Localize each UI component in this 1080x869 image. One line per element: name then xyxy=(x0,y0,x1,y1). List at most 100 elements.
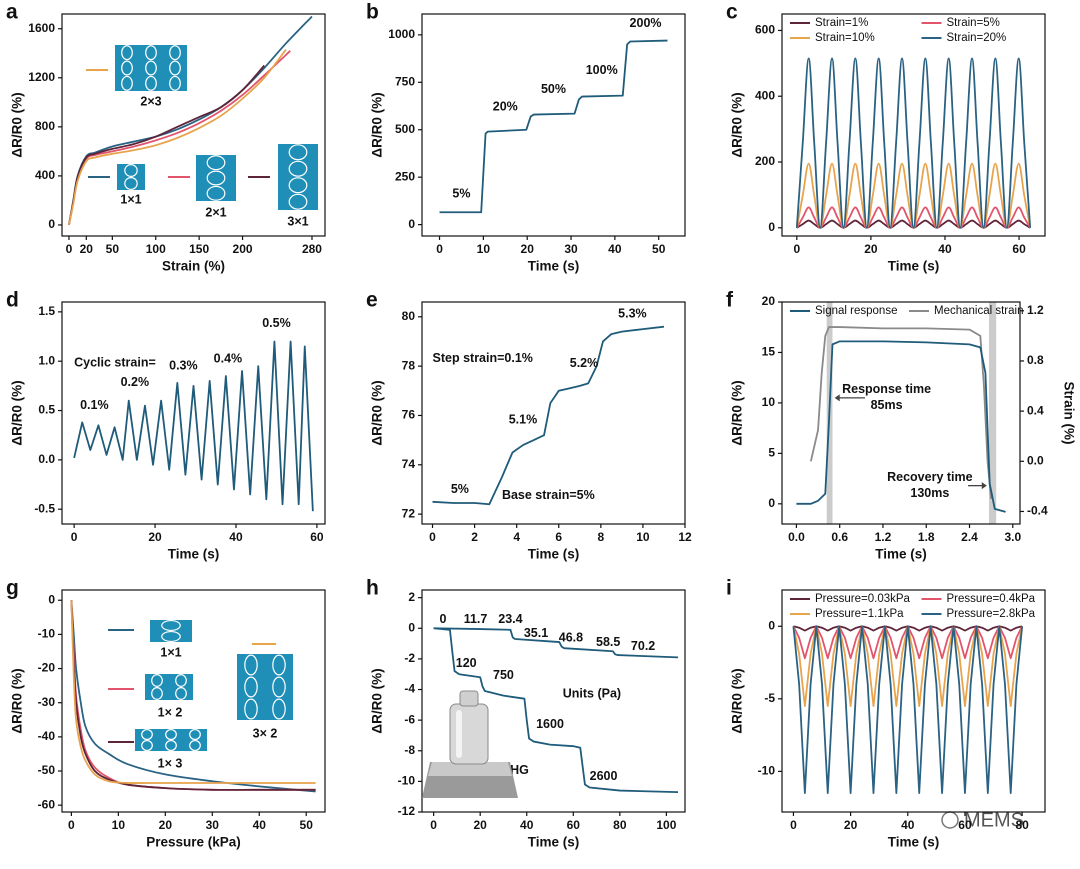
inset-cell xyxy=(175,674,187,687)
x-tick-label: 6 xyxy=(555,530,562,544)
x-tick-label: 20 xyxy=(159,818,173,832)
x-tick-label: 10 xyxy=(112,818,126,832)
arrow-head xyxy=(981,482,987,490)
annotation: 58.5 xyxy=(596,635,620,649)
x-tick-label: 4 xyxy=(513,530,520,544)
inset-cell xyxy=(175,687,187,700)
x-tick-label: 40 xyxy=(520,818,534,832)
y-axis-label: ΔR/R0 (%) xyxy=(730,92,745,157)
x-tick-label: 0 xyxy=(66,242,73,256)
y-tick-label: -60 xyxy=(38,797,56,811)
y-axis-label: ΔR/R0 (%) xyxy=(10,380,25,445)
annotation: Recovery time xyxy=(887,470,973,484)
y-tick-label: 2 xyxy=(408,590,415,604)
annotation: 100% xyxy=(586,63,618,77)
x-tick-label: 1.2 xyxy=(875,530,892,544)
inset-pattern xyxy=(278,144,318,210)
panel-label: b xyxy=(366,1,379,24)
legend-label: 1× 2 xyxy=(158,705,183,719)
annotation: 46.8 xyxy=(559,631,583,645)
weight-body xyxy=(449,703,489,765)
weight-plate-top xyxy=(428,762,512,776)
y-tick-label: 800 xyxy=(35,119,55,133)
inset-cell xyxy=(165,728,177,741)
panel-label: a xyxy=(6,1,18,24)
data-line xyxy=(70,600,316,784)
y-tick-label: -20 xyxy=(38,661,56,675)
data-line xyxy=(439,39,668,214)
x-tick-label: 8 xyxy=(597,530,604,544)
legend-label: Mechanical strain xyxy=(934,305,1023,317)
x-tick-label: 10 xyxy=(636,530,650,544)
inset-pattern xyxy=(237,654,293,720)
weight-shine xyxy=(456,710,462,758)
x-tick-label: 60 xyxy=(1012,242,1026,256)
y-tick-label: 0 xyxy=(48,592,55,606)
annotation: 35.1 xyxy=(524,626,548,640)
inset-pattern xyxy=(145,674,193,700)
y-tick-label: 76 xyxy=(402,408,416,422)
x-tick-label: 40 xyxy=(229,530,243,544)
y-tick-label: 1600 xyxy=(28,21,55,35)
y-tick-label: 0 xyxy=(408,620,415,634)
x-tick-label: 0 xyxy=(429,530,436,544)
inset-cell xyxy=(161,619,181,632)
inset-cell xyxy=(244,698,258,720)
y-tick-label: -5 xyxy=(764,691,775,705)
x-tick-label: 0.6 xyxy=(831,530,848,544)
annotation: 0.2% xyxy=(121,375,150,389)
annotation: Response time xyxy=(842,382,931,396)
inset-cell xyxy=(288,144,308,161)
annotation: 0.5% xyxy=(262,316,291,330)
plot-frame xyxy=(421,589,686,813)
x-axis-label: Time (s) xyxy=(875,547,927,562)
inset-pattern xyxy=(196,155,236,201)
annotation: 5.2% xyxy=(570,356,599,370)
y-tick-label: 0.0 xyxy=(38,452,55,466)
data-line xyxy=(68,64,265,226)
x-tick-label: 1.8 xyxy=(918,530,935,544)
y-tick-label: -40 xyxy=(38,729,56,743)
data-line xyxy=(792,625,1024,795)
data-line xyxy=(433,627,679,659)
x-tick-label: 60 xyxy=(567,818,581,832)
x-axis-label: Time (s) xyxy=(888,835,940,850)
panel-label: d xyxy=(6,289,19,312)
y2-tick-label: 0.8 xyxy=(1027,353,1044,367)
inset-cell xyxy=(151,674,163,687)
y-tick-label: 600 xyxy=(755,23,775,37)
plot-frame xyxy=(61,301,326,525)
y-tick-label: -6 xyxy=(404,712,415,726)
y-tick-label: -12 xyxy=(398,804,416,818)
annotation: 70.2 xyxy=(631,639,655,653)
data-line xyxy=(73,340,314,512)
x-tick-label: 60 xyxy=(958,818,972,832)
legend-label: Strain=20% xyxy=(947,32,1007,44)
annotation: Step strain=0.1% xyxy=(433,351,533,365)
y-axis-label: ΔR/R0 (%) xyxy=(370,668,385,733)
plot-frame xyxy=(781,589,1046,813)
y-tick-label: 78 xyxy=(402,358,416,372)
legend-label: 1× 3 xyxy=(158,756,183,770)
inset-cell xyxy=(145,45,157,61)
x-tick-label: 40 xyxy=(901,818,915,832)
x-tick-label: 80 xyxy=(613,818,627,832)
legend-label: Strain=10% xyxy=(815,32,875,44)
panel-label: g xyxy=(6,577,19,600)
y-axis-label: ΔR/R0 (%) xyxy=(370,92,385,157)
inset-cell xyxy=(169,60,181,76)
x-tick-label: 0 xyxy=(71,530,78,544)
panel: d 0 20 40 60 -0.5 0.0 0.5 1.0 1.5 Time (s) ΔR/R0 (%… xyxy=(6,289,326,562)
annotation: 750 xyxy=(493,668,514,682)
time-band xyxy=(988,302,997,524)
y-tick-label: -4 xyxy=(404,682,415,696)
y-axis-label: ΔR/R0 (%) xyxy=(730,668,745,733)
inset-cell xyxy=(165,739,177,752)
x-tick-label: 20 xyxy=(521,242,535,256)
x-tick-label: 100 xyxy=(146,242,166,256)
y-tick-label: -10 xyxy=(398,774,416,788)
x-tick-label: 100 xyxy=(656,818,676,832)
x-tick-label: 40 xyxy=(938,242,952,256)
